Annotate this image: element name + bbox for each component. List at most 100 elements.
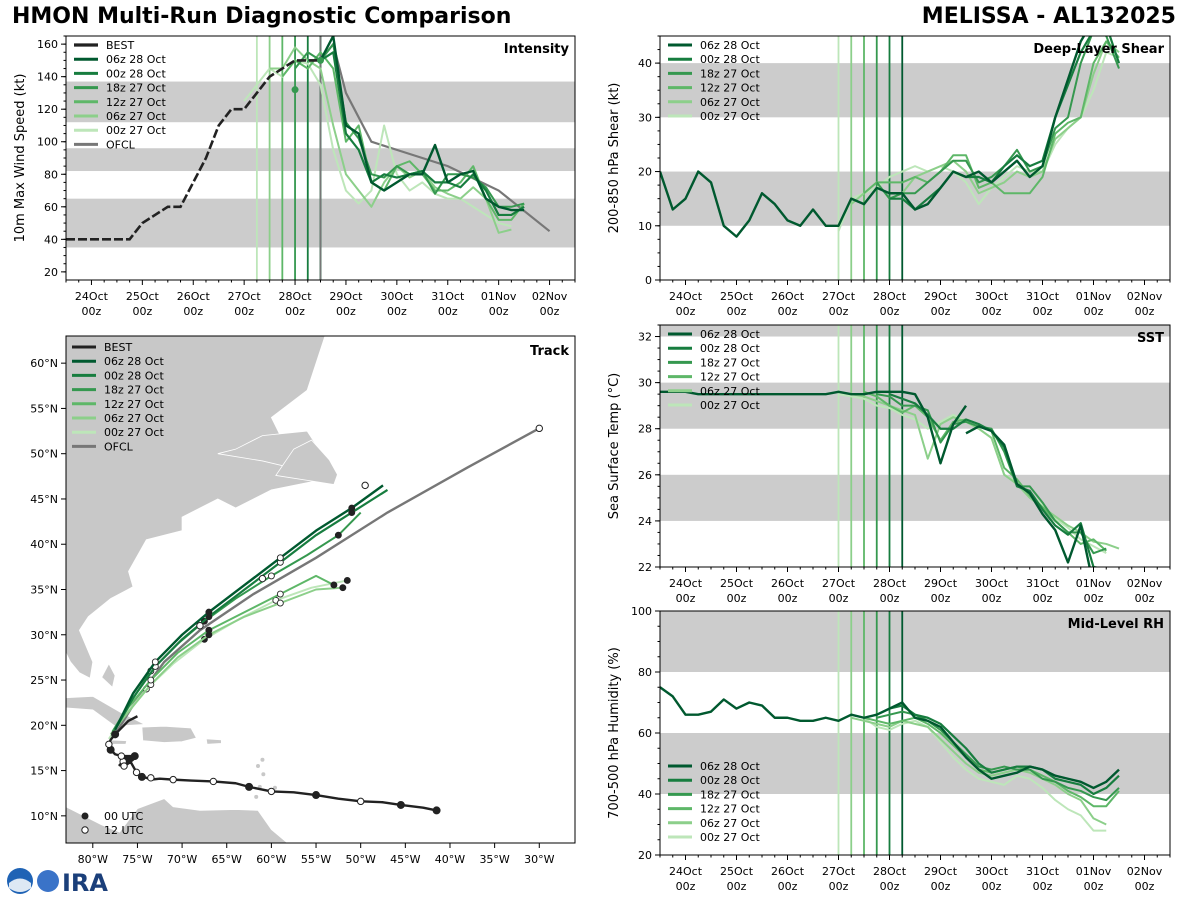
y-tick-label: 20 bbox=[638, 166, 652, 179]
series-line-00z-28-oct bbox=[307, 51, 525, 217]
y-tick-label: 80 bbox=[44, 168, 58, 181]
y-tick-label: 50°N bbox=[30, 448, 58, 461]
x-tick-label: 70°W bbox=[167, 853, 197, 866]
x-tick-label: 28Oct bbox=[873, 577, 907, 590]
x-tick-label: 28Oct bbox=[279, 290, 313, 303]
y-tick-label: 0 bbox=[645, 274, 652, 287]
shaded-band bbox=[660, 611, 1170, 672]
x-tick-label: 28Oct bbox=[873, 865, 907, 878]
x-tick-sublabel: 00z bbox=[778, 880, 798, 893]
marker-legend-12 bbox=[81, 826, 89, 834]
x-tick-sublabel: 00z bbox=[1033, 305, 1053, 318]
x-tick-sublabel: 00z bbox=[676, 880, 696, 893]
legend-label: 00z 28 Oct bbox=[106, 67, 166, 80]
x-tick-label: 24Oct bbox=[75, 290, 109, 303]
shaded-band bbox=[660, 474, 1170, 521]
x-tick-label: 27Oct bbox=[822, 290, 856, 303]
x-tick-label: 60°W bbox=[256, 853, 286, 866]
land-mass bbox=[66, 798, 289, 843]
series-line-06z-27-oct bbox=[851, 716, 1107, 826]
island bbox=[261, 772, 266, 777]
ofcl-marker bbox=[196, 622, 204, 630]
x-tick-label: 31Oct bbox=[1026, 290, 1060, 303]
best-marker-12utc bbox=[267, 787, 276, 796]
panel-track: 80°W 75°W 70°W 65°W 60°W 55°W 50°W 45°W 40°W 35°W… bbox=[30, 335, 576, 866]
y-tick-label: 30 bbox=[638, 377, 652, 390]
legend-label: 06z 27 Oct bbox=[104, 412, 164, 425]
x-tick-sublabel: 00z bbox=[1033, 880, 1053, 893]
legend-label: 06z 27 Oct bbox=[700, 817, 760, 830]
y-tick-label: 24 bbox=[638, 515, 652, 528]
legend-label: 12z 27 Oct bbox=[104, 398, 164, 411]
series-line-06z-28-oct bbox=[660, 36, 1086, 238]
x-tick-label: 31Oct bbox=[1026, 577, 1060, 590]
y-tick-label: 10 bbox=[638, 220, 652, 233]
y-tick-label: 40 bbox=[638, 57, 652, 70]
noaa-cira-logo: IRA bbox=[4, 866, 114, 897]
x-tick-sublabel: 00z bbox=[982, 592, 1002, 605]
series-line-06z-28-oct bbox=[660, 686, 1120, 790]
x-tick-sublabel: 00z bbox=[727, 592, 747, 605]
x-tick-label: 35°W bbox=[479, 853, 509, 866]
x-tick-label: 29Oct bbox=[924, 865, 958, 878]
y-tick-label: 140 bbox=[37, 71, 58, 84]
panel-mid-level-rh: 20 40 60 80 100 24Oct 00z 25Oct 00z 26Oct 00z 27Oct… bbox=[607, 605, 1171, 893]
x-tick-label: 27Oct bbox=[822, 865, 856, 878]
x-tick-sublabel: 00z bbox=[1135, 592, 1155, 605]
x-tick-sublabel: 00z bbox=[931, 305, 951, 318]
x-tick-sublabel: 00z bbox=[234, 305, 254, 318]
y-tick-label: 20°N bbox=[30, 719, 58, 732]
track-marker bbox=[334, 531, 342, 539]
legend-label: BEST bbox=[104, 341, 132, 354]
series-line-00z-28-oct bbox=[889, 36, 1121, 211]
ofcl-marker bbox=[258, 574, 267, 583]
panel-deep-layer-shear: 0 10 20 30 40 24Oct 00z 25Oct 00z 26Oct 00z 27Oct 00… bbox=[607, 35, 1171, 318]
panel-intensity: 20 40 60 80 100 120 140 160 24Oct 00z 25Oct 00z 26Oc… bbox=[13, 35, 576, 318]
best-marker bbox=[317, 56, 324, 64]
island bbox=[254, 794, 259, 799]
x-tick-label: 30Oct bbox=[975, 290, 1009, 303]
land-mass bbox=[141, 725, 197, 743]
x-tick-sublabel: 00z bbox=[82, 305, 102, 318]
y-tick-label: 35°N bbox=[30, 584, 58, 597]
x-tick-sublabel: 00z bbox=[829, 880, 849, 893]
storm-id-title: MELISSA - AL132025 bbox=[921, 4, 1176, 29]
x-tick-label: 25Oct bbox=[720, 865, 754, 878]
legend-label: 12z 27 Oct bbox=[106, 96, 166, 109]
marker-legend-00-label: 00 UTC bbox=[104, 810, 144, 823]
x-tick-sublabel: 00z bbox=[489, 305, 509, 318]
x-tick-label: 01Nov bbox=[1076, 577, 1112, 590]
x-tick-label: 75°W bbox=[122, 853, 152, 866]
track-line-12z-27-oct bbox=[111, 574, 335, 734]
y-tick-label: 40°N bbox=[30, 538, 58, 551]
best-track-line bbox=[66, 59, 321, 241]
x-tick-label: 29Oct bbox=[924, 577, 958, 590]
legend-label: 00z 27 Oct bbox=[700, 110, 760, 123]
x-tick-label: 55°W bbox=[301, 853, 331, 866]
x-tick-label: 24Oct bbox=[669, 577, 703, 590]
best-marker-00utc bbox=[130, 752, 139, 761]
legend-label: 00z 27 Oct bbox=[106, 124, 166, 137]
x-tick-sublabel: 00z bbox=[1033, 592, 1053, 605]
x-tick-sublabel: 00z bbox=[778, 305, 798, 318]
legend-label: 06z 28 Oct bbox=[104, 355, 164, 368]
x-tick-label: 24Oct bbox=[669, 290, 703, 303]
x-tick-sublabel: 00z bbox=[183, 305, 203, 318]
y-tick-label: 10°N bbox=[30, 810, 58, 823]
y-axis-label: 200-850 hPa Shear (kt) bbox=[607, 83, 622, 234]
legend-label: 06z 28 Oct bbox=[700, 328, 760, 341]
y-tick-label: 40 bbox=[44, 233, 58, 246]
track-marker bbox=[205, 626, 213, 634]
x-tick-sublabel: 00z bbox=[880, 592, 900, 605]
legend-label: 18z 27 Oct bbox=[700, 788, 760, 801]
y-tick-label: 22 bbox=[638, 561, 652, 574]
x-tick-label: 30Oct bbox=[380, 290, 414, 303]
best-marker-00utc bbox=[137, 772, 146, 781]
x-tick-sublabel: 00z bbox=[727, 880, 747, 893]
x-tick-label: 31Oct bbox=[1026, 865, 1060, 878]
track-marker bbox=[276, 554, 284, 562]
legend-label: 18z 27 Oct bbox=[104, 384, 164, 397]
